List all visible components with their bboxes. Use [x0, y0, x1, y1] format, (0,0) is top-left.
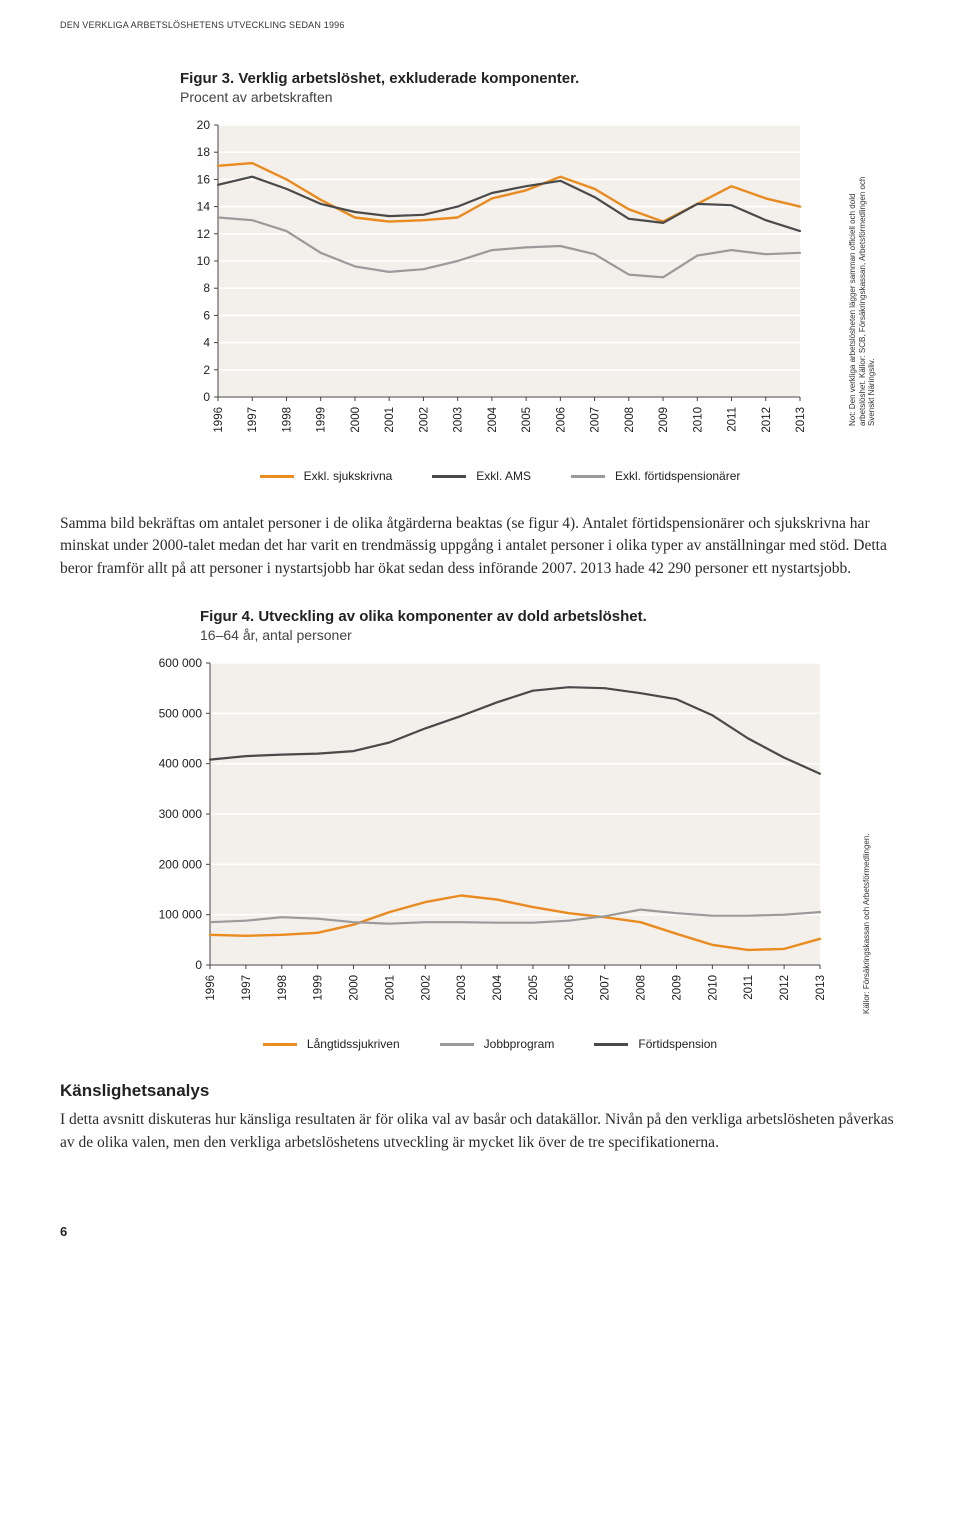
- svg-text:2013: 2013: [815, 975, 827, 1001]
- legend-label: Exkl. förtidspensionärer: [615, 469, 740, 483]
- legend-item: Långtidssjukriven: [263, 1037, 400, 1051]
- svg-text:2008: 2008: [636, 975, 648, 1001]
- svg-text:8: 8: [203, 281, 210, 295]
- legend-item: Förtidspension: [594, 1037, 717, 1051]
- svg-text:2: 2: [203, 363, 210, 377]
- svg-text:2008: 2008: [624, 407, 636, 433]
- paragraph-1: Samma bild bekräftas om antalet personer…: [60, 513, 900, 580]
- legend-label: Exkl. AMS: [476, 469, 531, 483]
- figure4-legend: Långtidssjukriven Jobbprogram Förtidspensi…: [140, 1037, 840, 1051]
- svg-text:2003: 2003: [456, 975, 468, 1001]
- figure4-side-note: Källor: Försäkringskassan och Arbetsförm…: [844, 608, 874, 1013]
- svg-text:600 000: 600 000: [159, 656, 203, 670]
- svg-text:1999: 1999: [316, 407, 328, 433]
- legend-item: Exkl. förtidspensionärer: [571, 469, 740, 483]
- svg-text:400 000: 400 000: [159, 757, 203, 771]
- figure4-block: Figur 4. Utveckling av olika komponenter…: [140, 608, 840, 1013]
- figure4-subtitle: 16–64 år, antal personer: [200, 627, 840, 643]
- svg-text:2010: 2010: [692, 407, 704, 433]
- figure3-subtitle: Procent av arbetskraften: [180, 89, 820, 105]
- svg-text:2004: 2004: [492, 975, 504, 1001]
- figure3-chart: 0 2 4 6 8 10 12 14 16 18 20 1996 1997 1998 1999 2000 200…: [180, 115, 820, 445]
- figure4-title: Figur 4. Utveckling av olika komponenter…: [200, 608, 840, 625]
- svg-text:2001: 2001: [384, 975, 396, 1001]
- svg-text:2001: 2001: [384, 407, 396, 433]
- legend-label: Långtidssjukriven: [307, 1037, 400, 1051]
- svg-text:2005: 2005: [521, 407, 533, 433]
- svg-text:300 000: 300 000: [159, 807, 203, 821]
- svg-text:2006: 2006: [555, 407, 567, 433]
- svg-text:4: 4: [203, 336, 210, 350]
- svg-text:2011: 2011: [743, 975, 755, 1000]
- svg-text:2009: 2009: [671, 975, 683, 1001]
- svg-text:2007: 2007: [600, 975, 612, 1001]
- svg-text:1996: 1996: [213, 407, 225, 433]
- figure3-block: Figur 3. Verklig arbetslöshet, exkludera…: [180, 70, 820, 445]
- svg-text:1997: 1997: [241, 975, 253, 1001]
- svg-text:0: 0: [195, 958, 202, 972]
- figure3-title: Figur 3. Verklig arbetslöshet, exkludera…: [180, 70, 820, 87]
- figure3-legend: Exkl. sjukskrivna Exkl. AMS Exkl. förtidsp…: [180, 469, 820, 483]
- svg-text:2000: 2000: [350, 407, 362, 433]
- svg-text:1996: 1996: [205, 975, 217, 1001]
- svg-text:2011: 2011: [727, 407, 739, 432]
- svg-text:0: 0: [203, 390, 210, 404]
- svg-text:2003: 2003: [453, 407, 465, 433]
- svg-text:16: 16: [197, 172, 211, 186]
- svg-text:2000: 2000: [349, 975, 361, 1001]
- svg-text:2013: 2013: [795, 407, 807, 433]
- legend-swatch: [440, 1043, 474, 1046]
- svg-text:100 000: 100 000: [159, 908, 203, 922]
- running-head: DEN VERKLIGA ARBETSLÖSHETENS UTVECKLING …: [60, 20, 900, 30]
- legend-item: Exkl. AMS: [432, 469, 531, 483]
- svg-text:12: 12: [197, 227, 211, 241]
- svg-text:1999: 1999: [313, 975, 325, 1001]
- svg-text:2010: 2010: [707, 975, 719, 1001]
- svg-text:20: 20: [197, 118, 211, 132]
- legend-label: Exkl. sjukskrivna: [304, 469, 393, 483]
- svg-text:1997: 1997: [247, 407, 259, 433]
- svg-text:2012: 2012: [761, 407, 773, 433]
- svg-text:500 000: 500 000: [159, 707, 203, 721]
- paragraph-2: I detta avsnitt diskuteras hur känsliga …: [60, 1109, 900, 1154]
- legend-label: Förtidspension: [638, 1037, 717, 1051]
- legend-label: Jobbprogram: [484, 1037, 555, 1051]
- legend-swatch: [571, 475, 605, 478]
- svg-text:1998: 1998: [277, 975, 289, 1001]
- svg-text:6: 6: [203, 308, 210, 322]
- svg-text:1998: 1998: [281, 407, 293, 433]
- svg-text:2009: 2009: [658, 407, 670, 433]
- svg-text:2004: 2004: [487, 406, 499, 432]
- figure3-side-note: Not: Den verkliga arbetslösheten lägger …: [830, 70, 860, 445]
- legend-swatch: [260, 475, 294, 478]
- legend-swatch: [432, 475, 466, 478]
- section-heading: Känslighetsanalys: [60, 1081, 900, 1101]
- svg-text:200 000: 200 000: [159, 858, 203, 872]
- svg-text:10: 10: [197, 254, 211, 268]
- legend-swatch: [263, 1043, 297, 1046]
- svg-text:18: 18: [197, 145, 211, 159]
- svg-text:2005: 2005: [528, 975, 540, 1001]
- svg-text:2007: 2007: [590, 407, 602, 433]
- legend-swatch: [594, 1043, 628, 1046]
- legend-item: Exkl. sjukskrivna: [260, 469, 393, 483]
- svg-text:2002: 2002: [420, 975, 432, 1001]
- svg-text:2002: 2002: [418, 407, 430, 433]
- legend-item: Jobbprogram: [440, 1037, 555, 1051]
- svg-text:2012: 2012: [779, 975, 791, 1001]
- figure4-chart: 0 100 000 200 000 300 000 400 000 500 000 600 …: [140, 653, 840, 1013]
- svg-text:14: 14: [197, 200, 211, 214]
- svg-text:2006: 2006: [564, 975, 576, 1001]
- page-number: 6: [60, 1224, 900, 1239]
